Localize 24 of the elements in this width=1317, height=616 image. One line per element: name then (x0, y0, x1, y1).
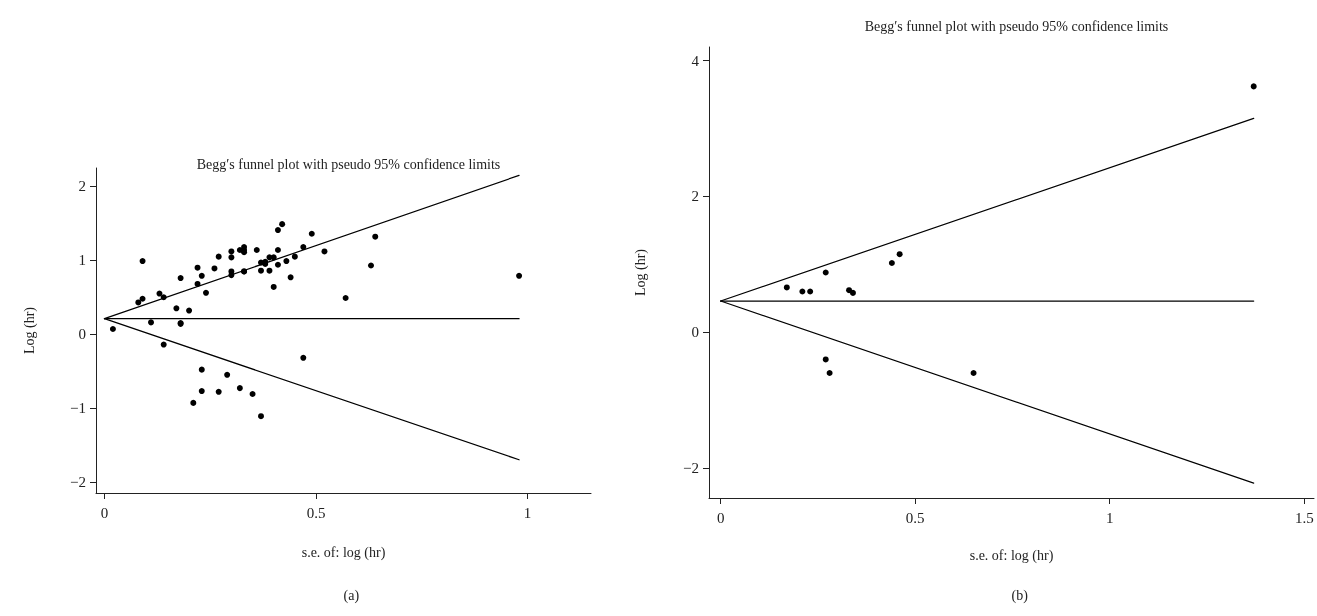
y-tick-label: 0 (691, 324, 699, 341)
x-tick-label: 1 (1105, 509, 1114, 526)
x-tick-label: 1.5 (1294, 509, 1314, 526)
y-tick-label: 4 (691, 52, 700, 69)
y-tick-label: −2 (70, 473, 86, 490)
y-tick-label: 1 (78, 252, 86, 269)
x-tick-label: 0.5 (905, 509, 925, 526)
y-axis-title: Log (hr) (632, 248, 649, 297)
x-axis-title: s.e. of: log (hr) (301, 544, 386, 561)
y-tick-label: 2 (691, 188, 699, 205)
y-tick-label: 0 (78, 326, 86, 343)
x-axis-title: s.e. of: log (hr) (969, 547, 1054, 564)
y-axis-title: Log (hr) (21, 306, 38, 355)
chart-title: Begg′s funnel plot with pseudo 95% confidence limits (196, 156, 501, 172)
chart-title: Begg′s funnel plot with pseudo 95% confidence limits (864, 18, 1169, 34)
x-tick-label: 0 (100, 504, 109, 521)
text: (a) (343, 587, 360, 604)
x-tick-label: 0.5 (306, 504, 326, 521)
x-tick-label: 1 (523, 504, 532, 521)
text: (b) (1011, 587, 1029, 604)
y-tick-label: −1 (70, 400, 86, 417)
x-tick-label: 0 (716, 509, 725, 526)
y-tick-label: 2 (78, 178, 86, 195)
y-tick-label: −2 (683, 460, 699, 477)
